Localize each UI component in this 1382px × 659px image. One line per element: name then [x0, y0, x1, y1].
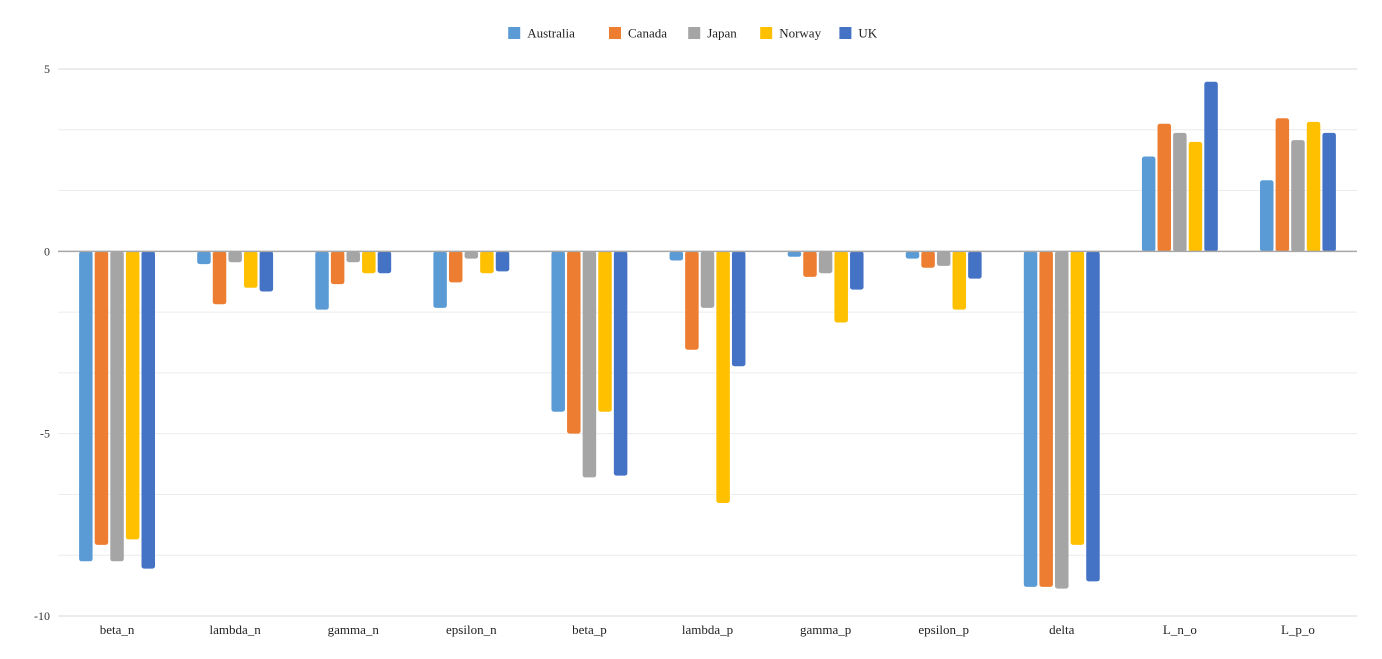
gridlines — [58, 68, 1357, 617]
bar-norway-l-p-o — [1306, 121, 1321, 252]
bar-canada-lambda-n — [212, 251, 227, 305]
x-category-label: delta — [1049, 622, 1074, 637]
legend-swatch — [609, 27, 621, 39]
bar-japan-delta — [1055, 251, 1069, 589]
x-category-label: lambda_p — [682, 622, 733, 637]
bar-australia-beta-p — [551, 251, 565, 412]
bar-canada-epsilon-n — [448, 251, 463, 283]
bar-australia-lambda-p — [669, 251, 684, 261]
x-category-label: beta_p — [572, 622, 607, 637]
bar-australia-lambda-n — [197, 251, 211, 265]
bar-uk-epsilon-n — [495, 251, 510, 272]
bar-canada-lambda-p — [685, 251, 699, 350]
y-tick-label: -10 — [34, 609, 50, 623]
bar-australia-l-n-o — [1141, 156, 1156, 252]
bar-japan-lambda-p — [700, 251, 715, 308]
bar-uk-lambda-p — [731, 251, 746, 367]
x-category-label: L_p_o — [1281, 622, 1315, 637]
bar-japan-l-p-o — [1291, 140, 1305, 252]
bar-uk-l-p-o — [1322, 132, 1336, 252]
legend-item-uk: UK — [839, 26, 878, 41]
bar-canada-epsilon-p — [921, 251, 935, 268]
bars — [79, 81, 1336, 589]
legend-label: UK — [858, 26, 877, 41]
bar-norway-lambda-p — [716, 251, 730, 503]
bar-norway-beta-n — [125, 251, 140, 540]
bar-norway-gamma-p — [834, 251, 848, 323]
bar-canada-l-p-o — [1275, 118, 1290, 252]
legend-swatch — [839, 27, 852, 39]
bar-uk-gamma-n — [377, 251, 392, 274]
bar-canada-l-n-o — [1157, 123, 1172, 252]
bar-uk-delta — [1086, 251, 1100, 582]
bar-canada-beta-n — [94, 251, 109, 545]
bar-uk-gamma-p — [850, 251, 864, 290]
bar-uk-epsilon-p — [968, 251, 982, 279]
legend-label: Canada — [628, 26, 667, 41]
bar-uk-l-n-o — [1204, 81, 1218, 252]
legend-label: Australia — [527, 26, 575, 41]
legend-item-japan: Japan — [688, 26, 737, 41]
bar-japan-beta-p — [582, 251, 597, 478]
x-axis-labels: beta_n lambda_n gamma_n epsilon_n beta_p lamb… — [100, 622, 1315, 637]
x-category-label: epsilon_n — [446, 622, 497, 637]
y-tick-label: 5 — [44, 62, 50, 76]
bar-norway-delta — [1070, 251, 1085, 545]
bar-australia-beta-n — [79, 251, 93, 562]
x-category-label: gamma_n — [328, 622, 380, 637]
bar-canada-delta — [1039, 251, 1053, 587]
bar-canada-gamma-p — [803, 251, 817, 277]
bar-australia-l-p-o — [1260, 180, 1274, 252]
bar-norway-epsilon-n — [480, 251, 494, 274]
legend-swatch — [508, 27, 521, 39]
bar-norway-lambda-n — [243, 251, 258, 288]
x-category-label: L_n_o — [1163, 622, 1197, 637]
bar-japan-epsilon-p — [936, 251, 951, 266]
bar-australia-gamma-p — [787, 251, 802, 257]
x-category-label: lambda_n — [210, 622, 262, 637]
legend-item-australia: Australia — [508, 26, 575, 41]
bar-japan-epsilon-n — [464, 251, 479, 259]
bar-australia-epsilon-p — [905, 251, 920, 259]
bar-japan-gamma-p — [818, 251, 833, 274]
y-tick-label: -5 — [40, 427, 50, 441]
bar-norway-gamma-n — [362, 251, 376, 274]
x-category-label: epsilon_p — [918, 622, 969, 637]
bar-australia-delta — [1023, 251, 1038, 587]
bar-japan-gamma-n — [346, 251, 360, 263]
bar-uk-beta-p — [613, 251, 628, 476]
y-tick-label: 0 — [44, 244, 50, 258]
bar-uk-beta-n — [141, 251, 155, 569]
y-axis-ticks: 5 0 -5 -10 — [34, 62, 50, 623]
legend-item-norway: Norway — [760, 26, 822, 41]
bar-australia-epsilon-n — [433, 251, 447, 308]
bar-japan-l-n-o — [1173, 132, 1187, 252]
x-category-label: gamma_p — [800, 622, 851, 637]
legend-item-canada: Canada — [609, 26, 667, 41]
legend-swatch — [688, 27, 701, 39]
bar-canada-beta-p — [567, 251, 581, 434]
bar-canada-gamma-n — [330, 251, 345, 285]
legend-swatch — [760, 27, 773, 39]
bar-norway-epsilon-p — [952, 251, 967, 310]
bar-australia-gamma-n — [315, 251, 329, 310]
bar-norway-l-n-o — [1188, 141, 1203, 252]
bar-norway-beta-p — [598, 251, 612, 412]
legend-label: Japan — [707, 26, 737, 41]
legend-label: Norway — [779, 26, 821, 41]
bar-uk-lambda-n — [259, 251, 274, 292]
bar-japan-beta-n — [110, 251, 124, 562]
bar-japan-lambda-n — [228, 251, 242, 263]
legend: Australia Canada Japan Norway UK — [508, 26, 878, 41]
x-category-label: beta_n — [100, 622, 135, 637]
